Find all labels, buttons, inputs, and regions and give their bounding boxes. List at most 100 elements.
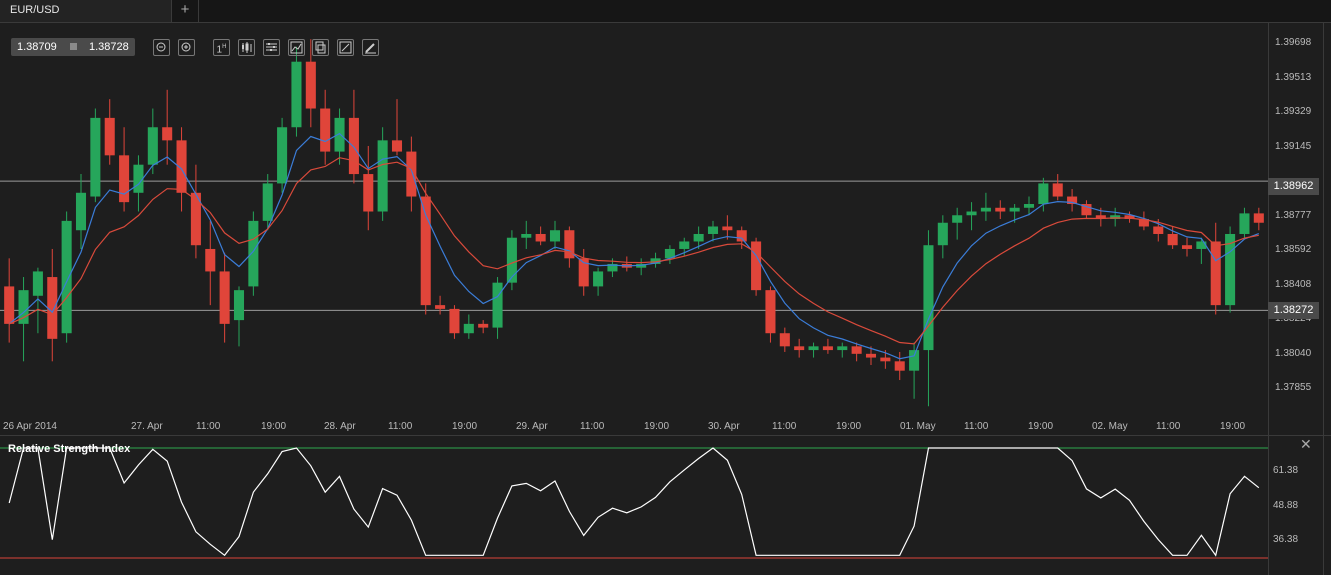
candle-body — [1095, 215, 1106, 219]
pen-icon — [365, 43, 376, 54]
bid-price: 1.38709 — [17, 41, 57, 53]
price-axis-label: 1.38040 — [1275, 347, 1312, 359]
candle-body — [1196, 241, 1207, 249]
tab-label: EUR/USD — [10, 4, 60, 16]
annotate-button[interactable] — [337, 39, 354, 56]
price-axis-label: 1.37855 — [1275, 382, 1312, 394]
candle-body — [190, 192, 201, 246]
time-axis-label: 02. May — [1092, 421, 1128, 432]
quote-box: 1.38709 1.38728 — [11, 38, 135, 56]
candle-body — [176, 140, 187, 193]
add-tab-button[interactable]: + — [172, 0, 199, 22]
close-indicator-icon[interactable]: ✕ — [1300, 436, 1312, 452]
annotate-icon — [339, 41, 352, 54]
candle-body — [521, 233, 532, 238]
rsi-axis-label: 48.88 — [1273, 500, 1299, 511]
candle-body — [61, 220, 72, 334]
candle-body — [822, 346, 833, 351]
candle-body — [837, 346, 848, 351]
candle-body — [305, 61, 316, 109]
pane-separator[interactable] — [0, 435, 1331, 436]
upper-line-price-tag[interactable]: 1.38962 — [1268, 178, 1319, 195]
candle-body — [1081, 204, 1092, 216]
candle-body — [679, 241, 690, 249]
price-axis-label: 1.38592 — [1275, 244, 1312, 256]
candle-body — [1124, 215, 1135, 219]
candle-body — [808, 346, 819, 351]
rsi-axis-label: 36.38 — [1273, 534, 1299, 545]
time-axis-label: 30. Apr — [708, 421, 740, 432]
indicators-button[interactable] — [263, 39, 280, 56]
price-axis-label: 1.38408 — [1275, 278, 1312, 290]
time-axis-label: 11:00 — [772, 421, 797, 432]
tab-eurusd[interactable]: EUR/USD — [0, 0, 172, 22]
chart-type-button[interactable] — [238, 39, 255, 56]
time-axis-label: 19:00 — [261, 421, 287, 432]
time-axis-label: 26 Apr 2014 — [3, 421, 57, 432]
candle-body — [291, 61, 302, 128]
time-axis-label: 11:00 — [388, 421, 413, 432]
candle-body — [406, 151, 417, 197]
time-axis-label: 11:00 — [196, 421, 221, 432]
zoom-in-icon — [181, 42, 191, 52]
zoom-out-button[interactable] — [153, 39, 170, 56]
fast-moving-average-line — [8, 132, 1260, 360]
candle-body — [219, 271, 230, 324]
candle-body — [880, 357, 891, 362]
candle-body — [248, 220, 259, 287]
time-axis-label: 19:00 — [1220, 421, 1246, 432]
candle-body — [1052, 183, 1063, 197]
candle-body — [449, 308, 460, 334]
candle-body — [549, 230, 561, 242]
candle-body — [779, 333, 790, 347]
candle-body — [1253, 213, 1264, 223]
candle-body — [736, 230, 747, 242]
pen-button[interactable] — [362, 39, 379, 56]
candle-body — [980, 207, 991, 212]
candle-body — [1009, 207, 1020, 212]
time-axis-label: 19:00 — [836, 421, 862, 432]
candle-body — [564, 230, 575, 259]
candle-body — [233, 290, 245, 321]
candle-body — [952, 215, 963, 223]
candle-body — [1023, 204, 1035, 208]
time-axis-label: 28. Apr — [324, 421, 356, 432]
candle-body — [794, 346, 805, 351]
time-axis-label: 01. May — [900, 421, 936, 432]
candle-body — [1138, 219, 1149, 227]
chart-type-icon — [242, 42, 252, 53]
candle-body — [1181, 245, 1193, 249]
candle-body — [363, 174, 374, 212]
price-axis-label: 1.39698 — [1275, 37, 1312, 49]
price-axis-label: 1.38777 — [1275, 209, 1312, 221]
candle-body — [707, 226, 719, 234]
candle-body — [506, 237, 517, 283]
candle-body — [593, 271, 604, 287]
price-axis-label: 1.39329 — [1275, 106, 1312, 118]
drawing-button[interactable] — [288, 39, 305, 56]
time-axis-label: 29. Apr — [516, 421, 548, 432]
candle-body — [923, 245, 934, 351]
candle-body — [147, 127, 158, 165]
zoom-in-button[interactable] — [178, 39, 195, 56]
indicators-icon — [266, 43, 277, 51]
objects-button[interactable] — [312, 39, 329, 56]
candle-body — [277, 127, 288, 184]
candle-body — [1167, 233, 1178, 246]
candle-body — [18, 290, 29, 324]
time-axis-label: 19:00 — [1028, 421, 1054, 432]
timeframe-label: 1 — [216, 44, 223, 56]
candle-body — [578, 258, 589, 287]
candle-body — [90, 117, 101, 197]
objects-icon — [315, 41, 326, 54]
candle-body — [1210, 241, 1221, 306]
candle-body — [851, 346, 862, 354]
price-axis-label: 1.39145 — [1275, 140, 1312, 152]
candle-body — [420, 196, 431, 306]
candle-body — [4, 286, 15, 324]
candle-body — [1239, 213, 1250, 234]
candle-body — [909, 350, 920, 371]
lower-line-price-tag[interactable]: 1.38272 — [1268, 302, 1319, 319]
timeframe-button[interactable]: 1H — [213, 39, 230, 56]
